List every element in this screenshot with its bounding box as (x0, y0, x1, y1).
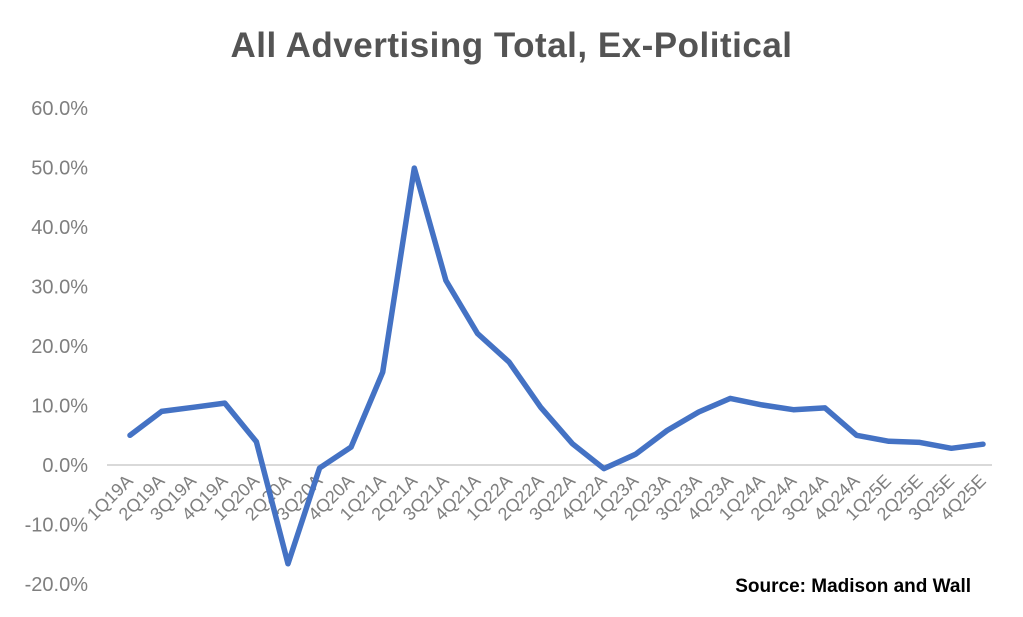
y-tick-label: 30.0% (31, 277, 88, 299)
y-tick-label: 0.0% (42, 455, 88, 477)
source-note: Source: Madison and Wall (735, 576, 971, 597)
y-tick-label: -10.0% (25, 515, 89, 537)
y-tick-label: 40.0% (31, 217, 88, 239)
y-tick-label: 50.0% (31, 158, 88, 180)
data-line-series (127, 165, 986, 567)
y-tick-label: 20.0% (31, 336, 88, 358)
chart-title: All Advertising Total, Ex-Political (230, 26, 793, 65)
y-tick-label: 10.0% (31, 396, 88, 418)
y-tick-label: 60.0% (31, 98, 88, 120)
y-tick-label: -20.0% (25, 574, 89, 596)
